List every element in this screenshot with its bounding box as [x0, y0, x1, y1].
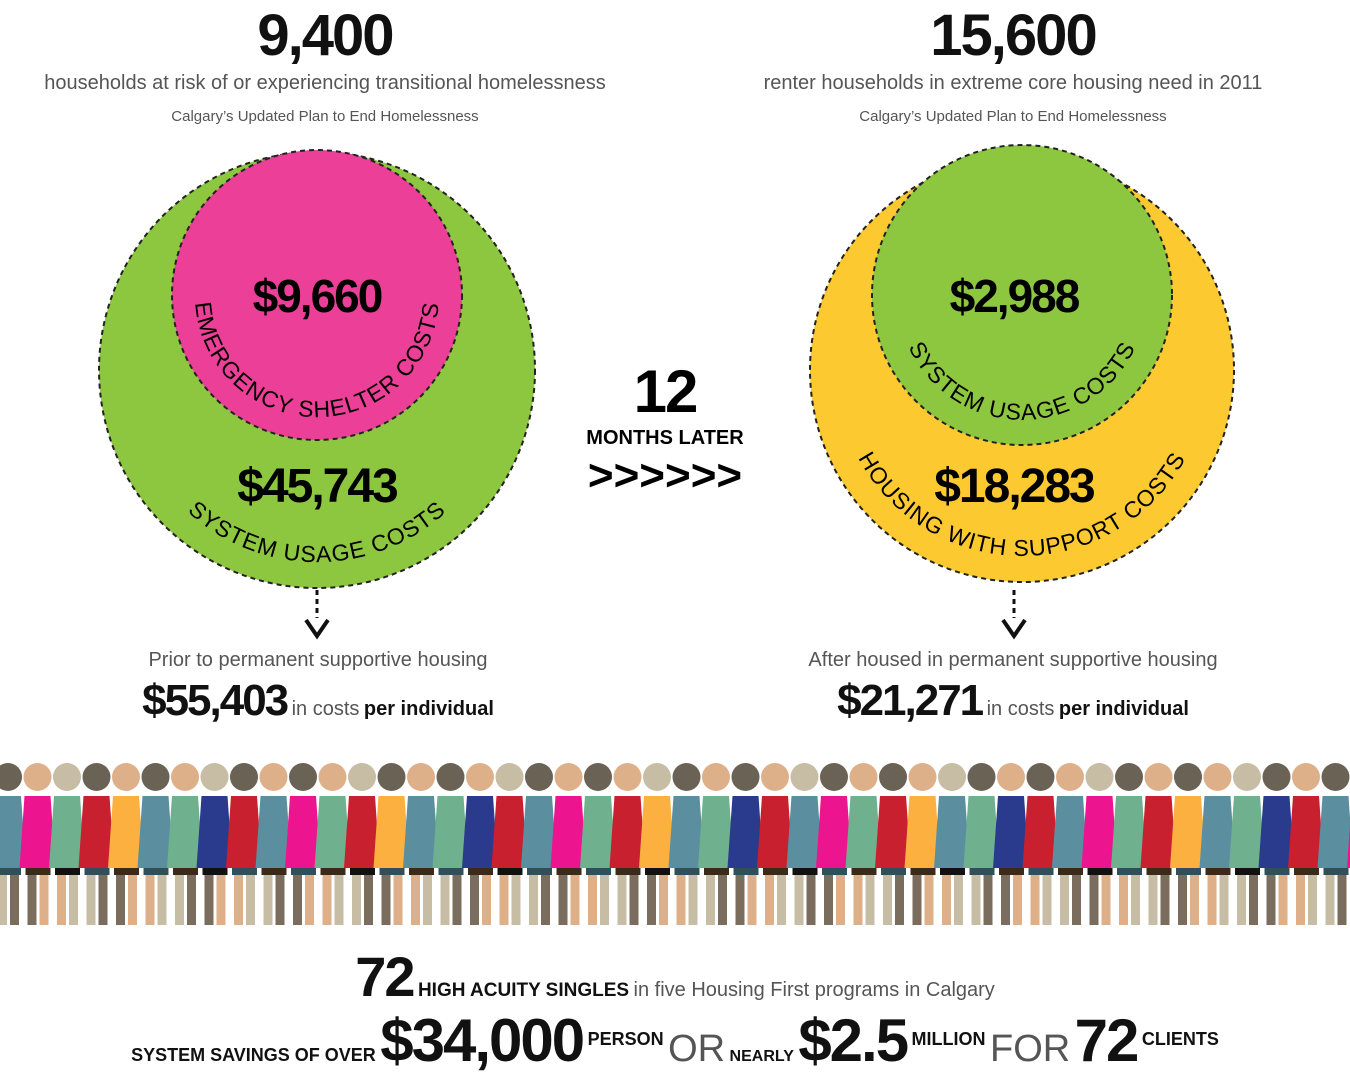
head — [761, 763, 789, 791]
caption: After housed in permanent supportive hou… — [338, 649, 1350, 672]
head — [614, 763, 642, 791]
head — [850, 763, 878, 791]
months-number: 12 — [634, 358, 697, 425]
count: 72 — [355, 945, 413, 1008]
head — [732, 763, 760, 791]
head — [1086, 763, 1114, 791]
count-text: in five Housing First programs in Calgar… — [634, 979, 995, 1001]
arrow-head — [1003, 620, 1025, 636]
head — [289, 763, 317, 791]
head — [879, 763, 907, 791]
arrows: >>>>>> — [588, 451, 742, 500]
head — [24, 763, 52, 791]
head — [83, 763, 111, 791]
clients-count: 72 — [1075, 1007, 1138, 1074]
head — [938, 763, 966, 791]
savings-unit: PERSON — [588, 1029, 664, 1049]
head — [673, 763, 701, 791]
nearly: NEARLY — [730, 1048, 794, 1065]
head — [496, 763, 524, 791]
or: OR — [668, 1028, 725, 1070]
amount: $9,660 — [253, 270, 382, 322]
head — [702, 763, 730, 791]
savings-line: SYSTEM SAVINGS OF OVER $34,000 PERSON OR… — [0, 1006, 1350, 1075]
head — [171, 763, 199, 791]
head — [378, 763, 406, 791]
people-row — [0, 763, 1350, 925]
head — [142, 763, 170, 791]
total-unit: MILLION — [912, 1029, 986, 1049]
total: $55,403 — [142, 676, 287, 725]
head — [1027, 763, 1055, 791]
head — [1056, 763, 1084, 791]
head — [791, 763, 819, 791]
savings-lead: SYSTEM SAVINGS OF OVER — [131, 1045, 376, 1065]
total-emphasis: per individual — [1059, 698, 1189, 720]
head — [0, 763, 22, 791]
page: $9,660 $45,743 $2,988 $18,283 EMERGENCY … — [0, 0, 1350, 1074]
head — [319, 763, 347, 791]
head — [968, 763, 996, 791]
head — [348, 763, 376, 791]
head — [1115, 763, 1143, 791]
clients: CLIENTS — [1142, 1029, 1219, 1049]
head — [112, 763, 140, 791]
total-amount: $2.5 — [798, 1007, 907, 1074]
total-text: in costs — [987, 698, 1055, 720]
stat-description: renter households in extreme core housin… — [338, 72, 1350, 95]
months-label: MONTHS LATER — [586, 427, 744, 449]
head — [260, 763, 288, 791]
head — [1292, 763, 1320, 791]
head — [230, 763, 258, 791]
head — [909, 763, 937, 791]
artwork: $9,660 $45,743 $2,988 $18,283 EMERGENCY … — [0, 0, 1350, 1074]
head — [437, 763, 465, 791]
head — [407, 763, 435, 791]
count-label: HIGH ACUITY SINGLES — [418, 980, 629, 1001]
head — [1263, 763, 1291, 791]
stat-number: 15,600 — [338, 2, 1350, 69]
head — [466, 763, 494, 791]
amount: $18,283 — [934, 460, 1094, 513]
head — [525, 763, 553, 791]
head — [53, 763, 81, 791]
arrow-head — [306, 620, 328, 636]
head — [201, 763, 229, 791]
head — [1145, 763, 1173, 791]
head — [1233, 763, 1261, 791]
head — [584, 763, 612, 791]
head — [1204, 763, 1232, 791]
head — [1174, 763, 1202, 791]
for: FOR — [990, 1028, 1070, 1070]
head — [820, 763, 848, 791]
savings-amount: $34,000 — [380, 1007, 583, 1074]
count-line: 72 HIGH ACUITY SINGLES in five Housing F… — [0, 944, 1350, 1009]
head — [643, 763, 671, 791]
total: $21,271 — [837, 676, 982, 725]
head — [555, 763, 583, 791]
shirt — [1318, 796, 1350, 868]
head — [1322, 763, 1350, 791]
amount: $45,743 — [237, 460, 397, 513]
total-line: $21,271 in costs per individual — [338, 676, 1350, 726]
head — [997, 763, 1025, 791]
stat-source: Calgary’s Updated Plan to End Homelessne… — [338, 108, 1350, 125]
amount: $2,988 — [950, 270, 1080, 322]
